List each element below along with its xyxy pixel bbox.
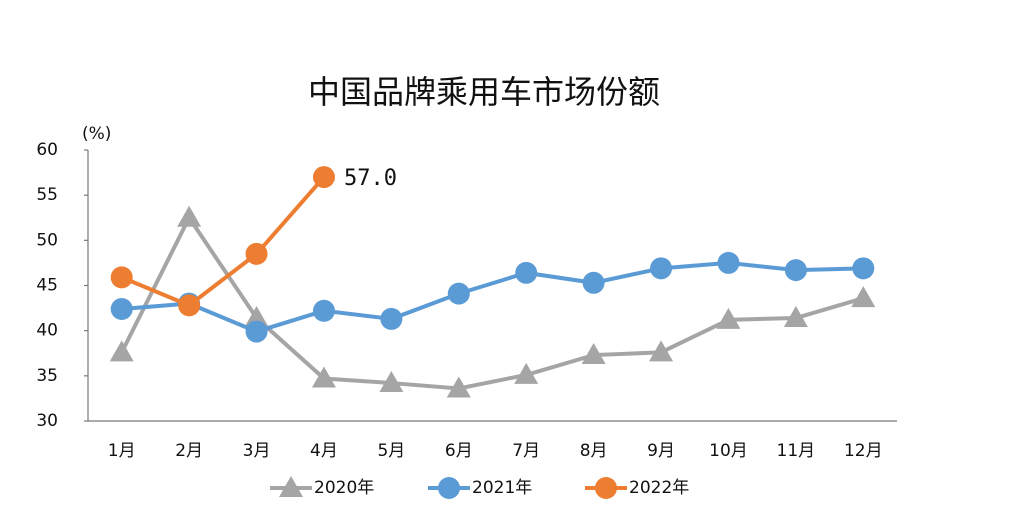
data-point	[177, 205, 202, 227]
y-tick-label: 55	[36, 185, 58, 205]
legend-label: 2022年	[629, 478, 689, 498]
x-tick-label: 7月	[512, 441, 540, 461]
x-tick-label: 9月	[647, 441, 675, 461]
data-point	[851, 286, 876, 308]
y-tick-label: 45	[36, 276, 58, 296]
series-line	[120, 175, 326, 308]
data-point	[311, 366, 336, 388]
data-point	[716, 307, 741, 329]
data-point	[110, 266, 133, 289]
data-point	[649, 340, 674, 362]
data-point	[650, 257, 673, 280]
data-point	[581, 343, 606, 365]
y-tick-label: 35	[36, 366, 58, 386]
data-point	[717, 251, 740, 274]
data-point	[312, 166, 335, 189]
legend-marker	[438, 477, 460, 499]
x-tick-label: 3月	[243, 441, 271, 461]
x-tick-label: 1月	[108, 441, 136, 461]
data-point	[447, 282, 470, 305]
y-tick-label: 50	[36, 230, 58, 250]
legend-label: 2020年	[314, 478, 374, 498]
data-point	[515, 261, 538, 284]
data-point	[446, 376, 471, 398]
data-point	[514, 362, 539, 384]
y-axis-label: (%)	[82, 124, 111, 144]
y-tick-label: 60	[36, 140, 58, 160]
data-point	[245, 242, 268, 265]
data-label: 57.0	[344, 166, 397, 191]
series-line	[119, 213, 864, 391]
x-tick-label: 8月	[580, 441, 608, 461]
data-point	[379, 371, 404, 393]
x-tick-label: 11月	[777, 441, 816, 461]
y-tick-label: 30	[36, 411, 58, 431]
x-tick-label: 5月	[377, 441, 405, 461]
data-point	[852, 257, 875, 280]
y-tick-label: 40	[36, 321, 58, 341]
data-point	[582, 271, 605, 294]
legend-marker	[595, 477, 617, 499]
x-tick-label: 12月	[844, 441, 883, 461]
x-tick-label: 2月	[175, 441, 203, 461]
x-tick-label: 4月	[310, 441, 338, 461]
data-point	[245, 320, 268, 343]
chart-title: 中国品牌乘用车市场份额	[308, 73, 660, 111]
series-line	[121, 260, 864, 334]
data-point	[110, 297, 133, 320]
data-point	[784, 259, 807, 282]
x-tick-label: 10月	[709, 441, 748, 461]
data-point	[312, 299, 335, 322]
data-point	[244, 306, 269, 328]
data-point	[109, 340, 134, 362]
data-point	[178, 294, 201, 317]
x-tick-label: 6月	[445, 441, 473, 461]
data-point	[783, 306, 808, 328]
legend-marker	[279, 476, 303, 497]
legend-label: 2021年	[472, 478, 532, 498]
data-point	[380, 307, 403, 330]
